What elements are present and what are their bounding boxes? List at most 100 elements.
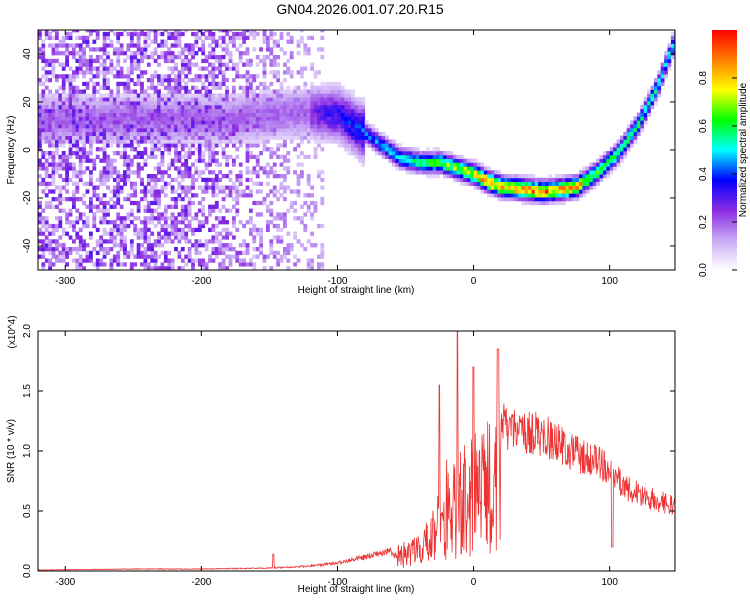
heatmap-cell [44, 158, 49, 163]
heatmap-cell [232, 127, 236, 133]
heatmap-cell [221, 112, 226, 117]
heatmap-cell [245, 97, 250, 102]
heatmap-cell [123, 181, 127, 186]
heatmap-cell [255, 247, 260, 252]
heatmap-cell [116, 85, 121, 90]
heatmap-cell [582, 177, 587, 183]
heatmap-cell [585, 174, 590, 179]
heatmap-cell [99, 262, 104, 267]
heatmap-cell [116, 200, 121, 206]
heatmap-cell [201, 104, 206, 110]
heatmap-cell [146, 227, 151, 233]
heatmap-cell [262, 89, 267, 94]
heatmap-cell [174, 147, 178, 152]
heatmap-cell [340, 112, 345, 117]
heatmap-cell [187, 58, 192, 64]
heatmap-cell [449, 162, 454, 167]
heatmap-cell [89, 66, 93, 71]
heatmap-cell [562, 200, 566, 206]
heatmap-cell [197, 30, 202, 33]
heatmap-cell [228, 208, 233, 213]
heatmap-cell [541, 189, 546, 194]
heatmap-cell [228, 97, 233, 102]
heatmap-cell [167, 147, 172, 152]
heatmap-cell [371, 139, 376, 144]
heatmap-cell [153, 193, 158, 198]
heatmap-cell [456, 154, 461, 160]
snr-multiplier: (x10^4) [7, 315, 18, 348]
heatmap-cell [89, 70, 93, 75]
heatmap-cell [201, 197, 206, 202]
heatmap-cell [150, 93, 155, 98]
heatmap-cell [48, 101, 52, 106]
heatmap-cell [177, 74, 182, 79]
heatmap-cell [374, 131, 379, 137]
heatmap-cell [51, 189, 56, 194]
heatmap-cell [293, 89, 297, 94]
heatmap-cell [214, 216, 219, 221]
heatmap-cell [82, 154, 86, 160]
heatmap-cell [225, 254, 229, 259]
heatmap-cell [163, 185, 168, 190]
heatmap-cell [143, 216, 148, 221]
heatmap-cell [218, 97, 223, 102]
heatmap-cell [146, 235, 151, 240]
heatmap-cell [334, 116, 338, 121]
heatmap-cell [143, 31, 148, 37]
heatmap-cell [436, 151, 440, 156]
heatmap-cell [102, 250, 107, 256]
heatmap-cell [170, 227, 175, 233]
heatmap-cell [180, 127, 185, 133]
heatmap-cell [555, 197, 559, 202]
heatmap-cell [313, 139, 318, 144]
heatmap-cell [592, 181, 597, 186]
heatmap-cell [191, 181, 195, 186]
heatmap-cell [119, 81, 124, 87]
colorbar-tick-label: 0.8 [698, 71, 709, 85]
heatmap-cell [106, 104, 110, 110]
heatmap-cell [405, 151, 410, 156]
heatmap-cell [106, 120, 110, 125]
heatmap-cell [565, 181, 570, 186]
heatmap-cell [262, 101, 267, 106]
heatmap-cell [112, 158, 117, 163]
heatmap-cell [514, 197, 519, 202]
heatmap-cell [58, 258, 63, 263]
heatmap-cell [289, 97, 294, 102]
heatmap-cell [170, 216, 175, 221]
heatmap-cell [191, 127, 195, 133]
heatmap-cell [174, 120, 178, 125]
heatmap-cell [177, 70, 182, 75]
heatmap-cell [245, 154, 250, 160]
heatmap-cell [218, 135, 223, 140]
heatmap-cell [249, 177, 253, 183]
heatmap-cell [123, 170, 127, 175]
heatmap-cell [296, 135, 301, 140]
heatmap-cell [232, 158, 236, 163]
heatmap-cell [160, 189, 165, 194]
heatmap-cell [38, 204, 42, 209]
heatmap-cell [361, 151, 366, 156]
heatmap-cell [170, 258, 175, 263]
heatmap-cell [129, 93, 134, 98]
heatmap-cell [177, 135, 182, 140]
heatmap-cell [194, 239, 199, 244]
heatmap-cell [283, 143, 287, 148]
heatmap-cell [191, 93, 195, 98]
heatmap-cell [61, 250, 66, 256]
heatmap-cell [473, 177, 478, 183]
heatmap-cell [153, 108, 158, 113]
heatmap-cell [78, 58, 83, 64]
heatmap-cell [391, 143, 396, 148]
heatmap-cell [41, 154, 46, 160]
heatmap-cell [599, 174, 604, 179]
heatmap-cell [337, 135, 342, 140]
heatmap-cell [170, 189, 175, 194]
heatmap-cell [99, 104, 104, 110]
heatmap-cell [140, 89, 144, 94]
heatmap-cell [72, 116, 76, 121]
heatmap-cell [300, 35, 304, 41]
heatmap-cell [235, 62, 240, 67]
heatmap-cell [592, 185, 597, 190]
heatmap-cell [255, 62, 260, 67]
